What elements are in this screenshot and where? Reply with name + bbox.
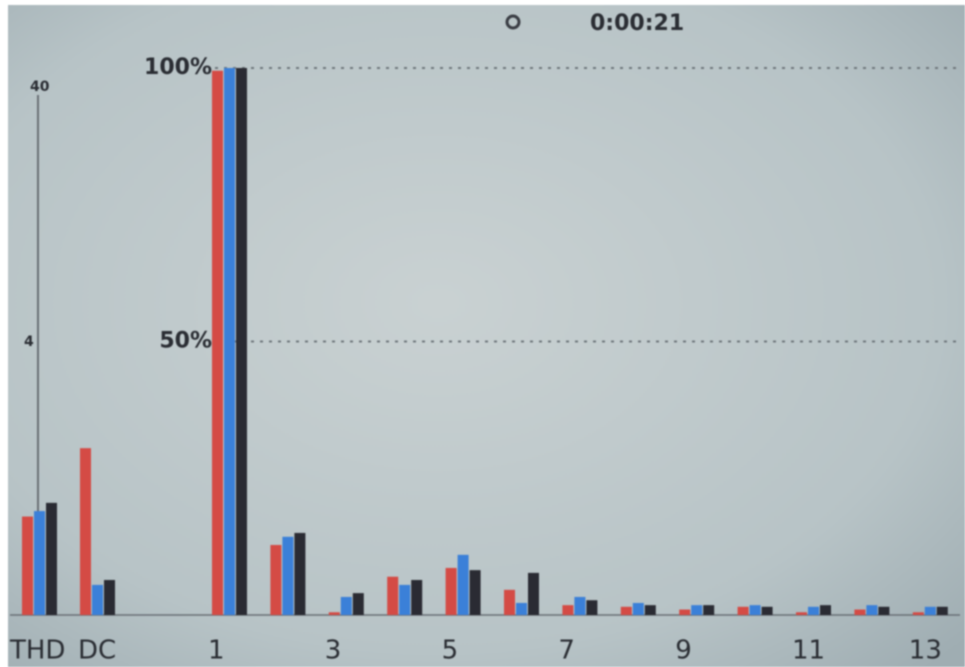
bar — [878, 606, 890, 615]
bar — [632, 602, 644, 615]
bar — [445, 567, 457, 615]
bar — [761, 606, 773, 615]
bar — [411, 579, 423, 615]
bar — [866, 605, 878, 615]
x-tick-label: THD — [9, 636, 65, 666]
screen-background — [8, 5, 965, 667]
bar — [387, 576, 399, 615]
bar — [340, 596, 352, 615]
bar — [679, 609, 691, 615]
bar — [562, 605, 574, 615]
bar — [749, 605, 761, 615]
bar — [328, 612, 340, 615]
bar — [796, 612, 807, 615]
bar — [854, 609, 866, 615]
bar — [924, 606, 936, 615]
bar — [574, 596, 586, 615]
bar — [504, 589, 515, 615]
bar — [528, 572, 539, 615]
bar — [224, 68, 235, 615]
bar — [34, 511, 45, 615]
y-tick-label: 100% — [144, 55, 212, 80]
bar — [644, 605, 656, 615]
bar — [620, 606, 632, 615]
left-axis-label: 40 — [30, 79, 50, 95]
bar — [236, 68, 247, 615]
x-tick-label: 1 — [208, 636, 225, 666]
bar — [820, 605, 831, 615]
bar — [586, 600, 598, 615]
bar — [457, 554, 469, 615]
bar — [294, 532, 306, 615]
x-tick-label: DC — [78, 636, 116, 666]
bar — [80, 448, 91, 615]
x-tick-label: 13 — [909, 636, 942, 666]
x-tick-label: 11 — [792, 636, 825, 666]
bar — [737, 606, 749, 615]
bar — [92, 584, 103, 615]
x-tick-label: 5 — [442, 636, 459, 666]
bar — [46, 502, 57, 615]
x-tick-label: 7 — [558, 636, 575, 666]
bar — [691, 605, 703, 615]
bar — [703, 605, 715, 615]
left-axis-label: 4 — [24, 334, 34, 350]
bar — [936, 606, 948, 615]
bar — [212, 70, 223, 616]
bar — [22, 516, 33, 615]
elapsed-time: 0:00:21 — [590, 11, 684, 36]
bar — [912, 612, 924, 615]
bar — [352, 593, 364, 615]
y-tick-label: 50% — [159, 329, 212, 354]
clock-icon — [505, 14, 521, 30]
x-tick-label: 9 — [675, 636, 692, 666]
bar — [469, 570, 481, 615]
bar — [282, 536, 294, 615]
x-tick-label: 3 — [325, 636, 342, 666]
bar — [399, 584, 411, 615]
bar — [270, 544, 282, 615]
bar — [516, 602, 527, 615]
bar — [808, 606, 819, 615]
bar — [104, 579, 115, 615]
